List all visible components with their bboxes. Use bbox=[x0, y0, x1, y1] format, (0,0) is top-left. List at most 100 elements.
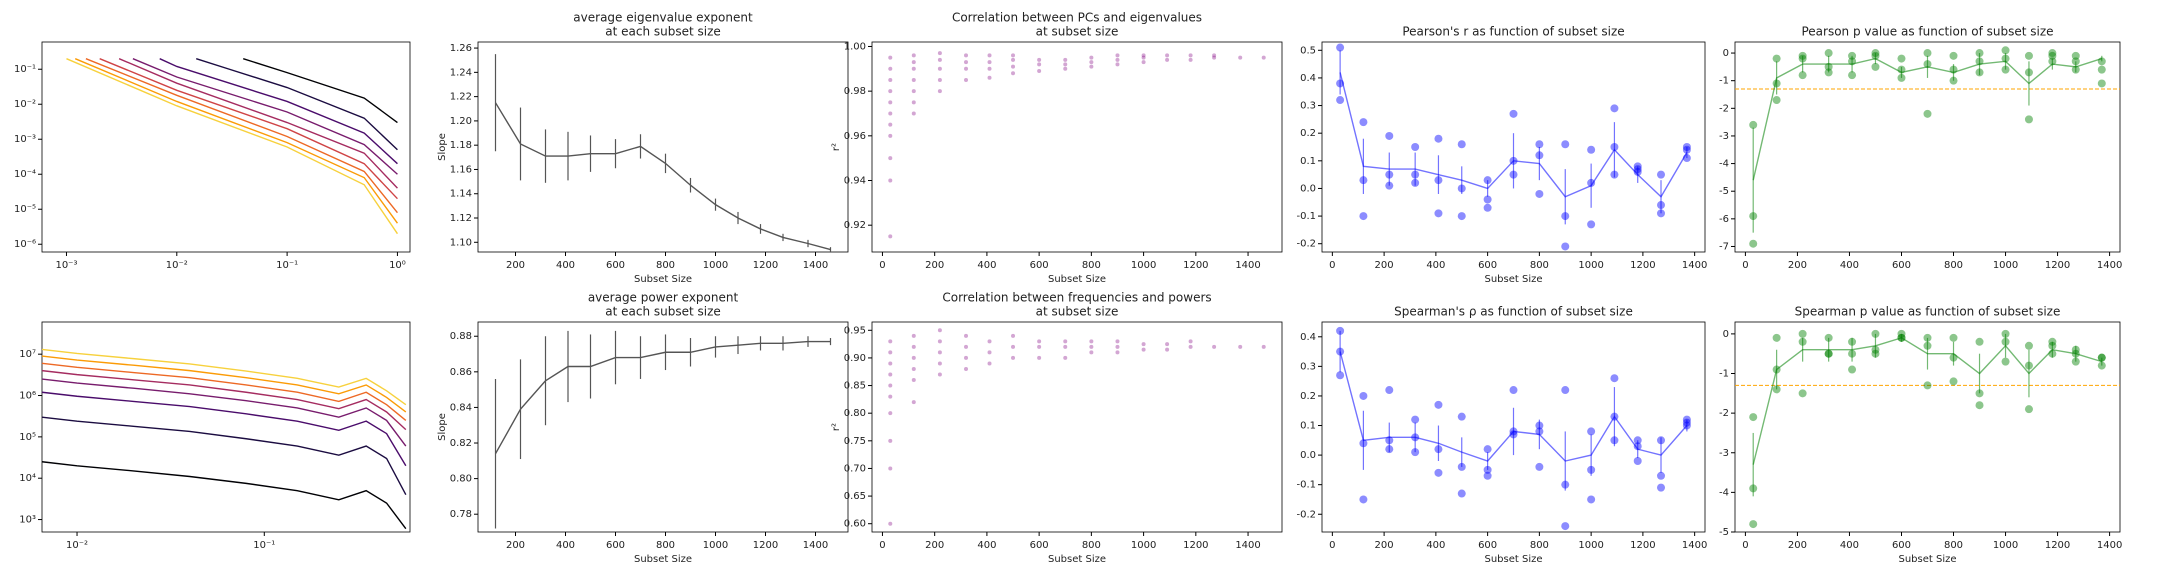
y-tick-label: 10⁻¹ bbox=[14, 64, 36, 75]
point bbox=[2001, 46, 2010, 55]
point bbox=[964, 53, 969, 58]
y-tick-label: 10⁻² bbox=[14, 99, 36, 110]
point bbox=[2097, 79, 2106, 88]
y-tick-label: 0 bbox=[1723, 48, 1729, 59]
x-tick-label: 10⁻² bbox=[66, 540, 88, 551]
point bbox=[1165, 347, 1170, 352]
x-tick-label: 800 bbox=[656, 260, 675, 271]
point bbox=[937, 57, 942, 62]
y-tick-label: 10⁻³ bbox=[14, 134, 36, 145]
y-tick-label: -5 bbox=[1719, 186, 1729, 197]
x-tick-label: 600 bbox=[1030, 540, 1049, 551]
spectrum-line bbox=[159, 58, 398, 165]
y-tick-label: 0.3 bbox=[1300, 361, 1316, 372]
point bbox=[1359, 212, 1368, 221]
point bbox=[1188, 344, 1193, 349]
point bbox=[1089, 64, 1094, 69]
x-tick-label: 1000 bbox=[1993, 540, 2018, 551]
x-axis-label: Subset Size bbox=[1484, 274, 1542, 285]
x-tick-label: 1200 bbox=[1630, 260, 1655, 271]
point bbox=[1359, 391, 1368, 400]
point bbox=[1949, 333, 1958, 342]
point bbox=[888, 372, 893, 377]
point bbox=[1509, 109, 1518, 118]
y-tick-label: -2 bbox=[1719, 408, 1729, 419]
point bbox=[1610, 104, 1619, 113]
point bbox=[1457, 212, 1466, 221]
y-tick-label: 0.90 bbox=[844, 353, 866, 364]
y-tick-label: 1.22 bbox=[450, 92, 472, 103]
axes-frame bbox=[1734, 41, 2121, 253]
point bbox=[1141, 60, 1146, 65]
x-tick-label: 200 bbox=[1375, 540, 1394, 551]
point bbox=[1561, 522, 1570, 531]
point bbox=[964, 333, 969, 338]
point bbox=[1336, 43, 1345, 52]
point bbox=[937, 350, 942, 355]
y-tick-label: -0.2 bbox=[1296, 509, 1316, 520]
point bbox=[1212, 55, 1217, 60]
point bbox=[1011, 344, 1016, 349]
point bbox=[2001, 357, 2010, 366]
point bbox=[1011, 71, 1016, 76]
x-tick-label: 1000 bbox=[1131, 540, 1156, 551]
point bbox=[1587, 427, 1596, 436]
point bbox=[1483, 445, 1492, 454]
point bbox=[911, 355, 916, 360]
y-tick-label: -4 bbox=[1719, 487, 1729, 498]
point bbox=[888, 466, 893, 471]
x-tick-label: 0 bbox=[879, 260, 885, 271]
point bbox=[1063, 355, 1068, 360]
point bbox=[1165, 342, 1170, 347]
y-tick-label: -5 bbox=[1719, 527, 1729, 538]
x-tick-label: 1000 bbox=[1578, 540, 1603, 551]
point bbox=[911, 77, 916, 82]
x-axis-label: Subset Size bbox=[1898, 554, 1956, 565]
point bbox=[911, 53, 916, 58]
point bbox=[888, 66, 893, 71]
y-tick-label: -0.2 bbox=[1296, 239, 1316, 250]
y-tick-label: 0.80 bbox=[844, 408, 866, 419]
spectrum-line bbox=[85, 58, 398, 214]
y-tick-label: 10⁻⁵ bbox=[14, 204, 36, 215]
point bbox=[1141, 55, 1146, 60]
point bbox=[1975, 337, 1984, 346]
x-tick-label: 400 bbox=[556, 540, 575, 551]
y-tick-label: 0.86 bbox=[450, 367, 472, 378]
x-axis-label: Subset Size bbox=[1048, 554, 1106, 565]
x-tick-label: 200 bbox=[1375, 260, 1394, 271]
x-tick-label: 400 bbox=[977, 260, 996, 271]
point bbox=[1063, 339, 1068, 344]
point bbox=[911, 378, 916, 383]
x-tick-label: 600 bbox=[1478, 260, 1497, 271]
y-tick-label: -1 bbox=[1719, 76, 1729, 87]
point bbox=[1141, 53, 1146, 58]
y-tick-label: 0.70 bbox=[844, 463, 866, 474]
x-tick-label: 1400 bbox=[803, 260, 828, 271]
point bbox=[2071, 57, 2080, 66]
y-tick-label: 10⁵ bbox=[19, 432, 36, 443]
point bbox=[937, 66, 942, 71]
point bbox=[1261, 344, 1266, 349]
x-tick-label: 1200 bbox=[2045, 540, 2070, 551]
point bbox=[1587, 220, 1596, 229]
point bbox=[937, 372, 942, 377]
point bbox=[2024, 341, 2033, 350]
axes-frame bbox=[477, 321, 849, 533]
point bbox=[1011, 355, 1016, 360]
point bbox=[888, 394, 893, 399]
y-tick-label: -4 bbox=[1719, 159, 1729, 170]
y-tick-label: 1.16 bbox=[450, 164, 472, 175]
point bbox=[888, 361, 893, 366]
y-tick-label: 10⁷ bbox=[19, 349, 36, 360]
point bbox=[1434, 400, 1443, 409]
point bbox=[1089, 60, 1094, 65]
y-tick-label: -3 bbox=[1719, 448, 1729, 459]
point bbox=[2048, 49, 2057, 58]
y-tick-label: -6 bbox=[1719, 214, 1729, 225]
x-tick-label: 800 bbox=[1082, 260, 1101, 271]
y-tick-label: -0.1 bbox=[1296, 211, 1316, 222]
point bbox=[888, 234, 893, 239]
point bbox=[1188, 339, 1193, 344]
point bbox=[1772, 333, 1781, 342]
